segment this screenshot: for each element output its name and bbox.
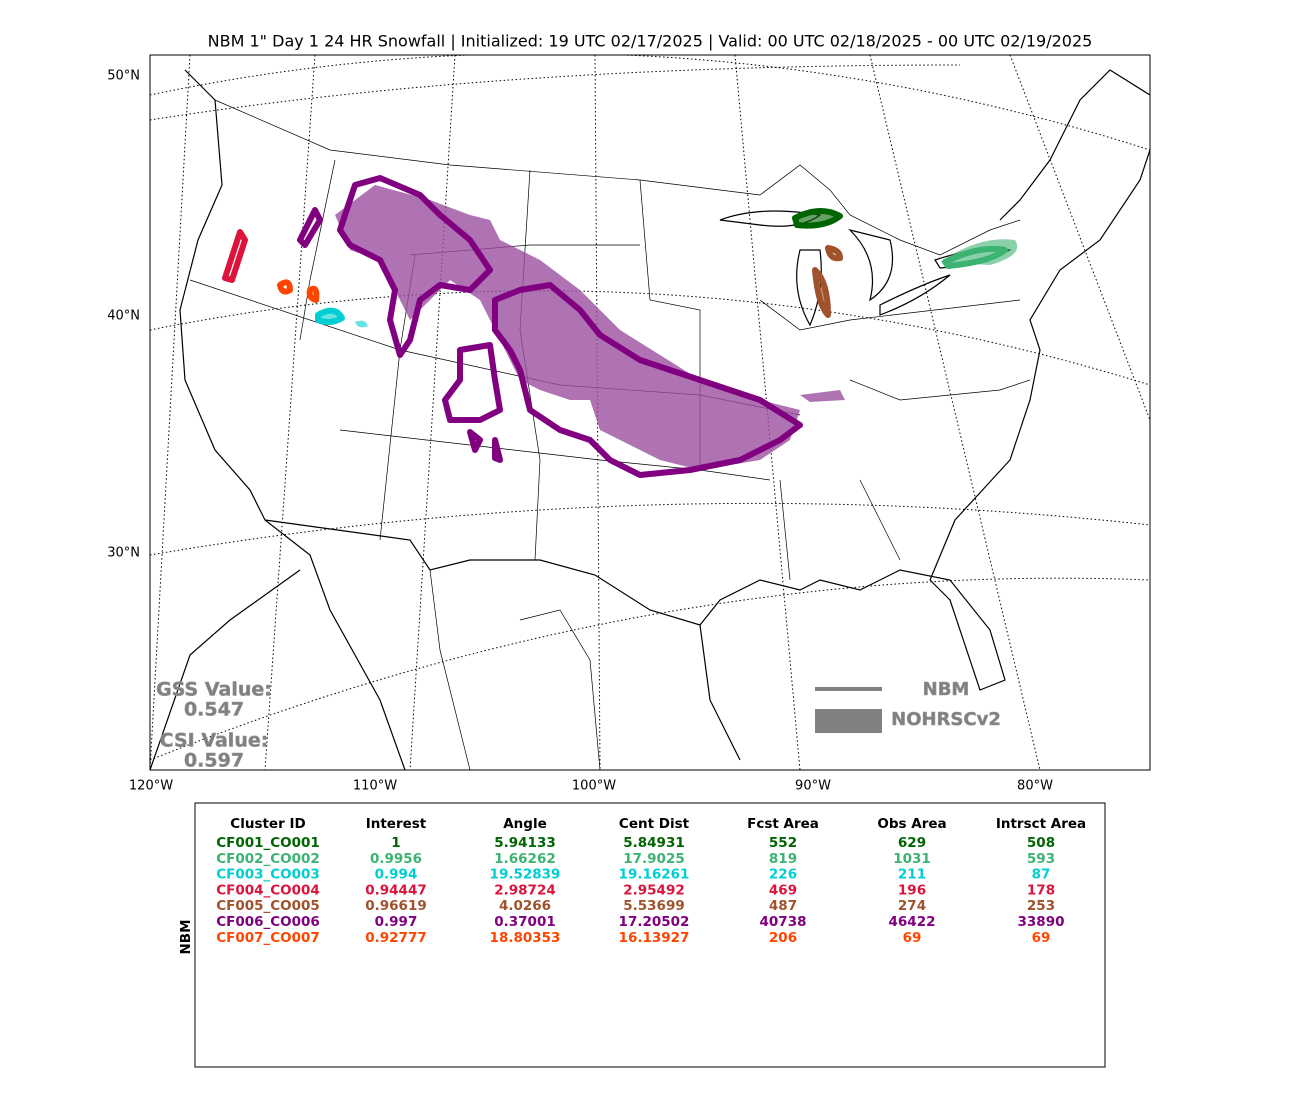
- table-cell: 1.66262: [494, 851, 556, 867]
- table-cell: 469: [769, 882, 797, 898]
- title: NBM 1" Day 1 24 HR Snowfall | Initialize…: [208, 32, 1093, 51]
- table-cell: 87: [1032, 867, 1051, 883]
- table-cell: 226: [769, 867, 797, 883]
- table-cell: 0.994: [375, 867, 418, 883]
- table-frame: [194, 802, 1106, 1068]
- csi-label: CSI Value:: [160, 730, 269, 752]
- forecast-contours: [222, 175, 1008, 478]
- lon-label: 90°W: [795, 779, 831, 794]
- table-cell: 206: [769, 930, 797, 946]
- table-cell: 253: [1027, 898, 1055, 914]
- table-cell: CF002_CO002: [216, 851, 320, 867]
- table-cell: 17.20502: [619, 914, 690, 930]
- table-cell: 4.0266: [499, 898, 551, 914]
- table-cell: 1: [391, 835, 400, 851]
- column-header: Obs Area: [877, 816, 946, 832]
- table-cell: 16.13927: [619, 930, 690, 946]
- table-cell: 0.997: [375, 914, 418, 930]
- csi-value: 0.597: [184, 750, 244, 772]
- table-cell: 593: [1027, 851, 1055, 867]
- table-cell: 2.98724: [494, 882, 556, 898]
- table-cell: 69: [1032, 930, 1051, 946]
- lon-label: 80°W: [1017, 779, 1053, 794]
- table-cell: CF005_CO005: [216, 898, 320, 914]
- table-cell: 0.9956: [370, 851, 422, 867]
- table-cell: 33890: [1018, 914, 1065, 930]
- table-side-label: NBM: [178, 919, 194, 954]
- table-cell: CF006_CO006: [216, 914, 320, 930]
- table-cell: 5.84931: [623, 835, 685, 851]
- table-cell: 178: [1027, 882, 1055, 898]
- table-cell: CF003_CO003: [216, 867, 320, 883]
- column-header: Cent Dist: [619, 816, 690, 832]
- legend-label: NBM: [923, 679, 970, 700]
- legend-fill: [815, 709, 882, 733]
- table-cell: 5.53699: [623, 898, 685, 914]
- gss-label: GSS Value:: [156, 679, 272, 701]
- table-cell: 629: [898, 835, 926, 851]
- table-cell: 0.92777: [365, 930, 427, 946]
- table-cell: 19.16261: [619, 867, 690, 883]
- graticule: [150, 55, 1150, 770]
- legend-label: NOHRSCv2: [891, 709, 1001, 730]
- gss-value: 0.547: [184, 699, 244, 721]
- table-cell: 46422: [889, 914, 936, 930]
- table-cell: 487: [769, 898, 797, 914]
- table-cell: 0.96619: [365, 898, 427, 914]
- map: 50°N 40°N 30°N 120°W 110°W 100°W 90°W 80…: [107, 54, 1151, 794]
- coastlines: [150, 69, 1150, 770]
- stats-table: NBM Cluster ID Interest Angle Cent Dist Fcst…: [178, 802, 1106, 1068]
- column-header: Interest: [366, 816, 427, 832]
- table-cell: 274: [898, 898, 926, 914]
- table-cell: 19.52839: [490, 867, 561, 883]
- lon-label: 110°W: [353, 779, 397, 794]
- table-cell: 5.94133: [494, 835, 556, 851]
- table-cell: 552: [769, 835, 797, 851]
- lat-label: 30°N: [107, 546, 140, 561]
- table-cell: 0.37001: [494, 914, 556, 930]
- lon-label: 100°W: [572, 779, 616, 794]
- lon-label: 120°W: [129, 779, 173, 794]
- table-cell: 211: [898, 867, 926, 883]
- table-cell: 17.9025: [623, 851, 685, 867]
- table-cell: 0.94447: [365, 882, 427, 898]
- lat-label: 50°N: [107, 69, 140, 84]
- table-cell: CF007_CO007: [216, 930, 320, 946]
- column-header: Fcst Area: [747, 816, 819, 832]
- table-cell: 508: [1027, 835, 1055, 851]
- table-cell: 196: [898, 882, 926, 898]
- table-cell: 40738: [760, 914, 807, 930]
- table-cell: CF004_CO004: [216, 882, 320, 898]
- column-header: Intrsct Area: [996, 816, 1086, 832]
- column-header: Cluster ID: [230, 816, 305, 832]
- column-header: Angle: [503, 816, 547, 832]
- table-cell: 69: [903, 930, 922, 946]
- table-cell: 1031: [893, 851, 931, 867]
- table-cell: 2.95492: [623, 882, 685, 898]
- lat-label: 40°N: [107, 309, 140, 324]
- table-cell: CF001_CO001: [216, 835, 320, 851]
- table-cell: 18.80353: [490, 930, 561, 946]
- table-cell: 819: [769, 851, 797, 867]
